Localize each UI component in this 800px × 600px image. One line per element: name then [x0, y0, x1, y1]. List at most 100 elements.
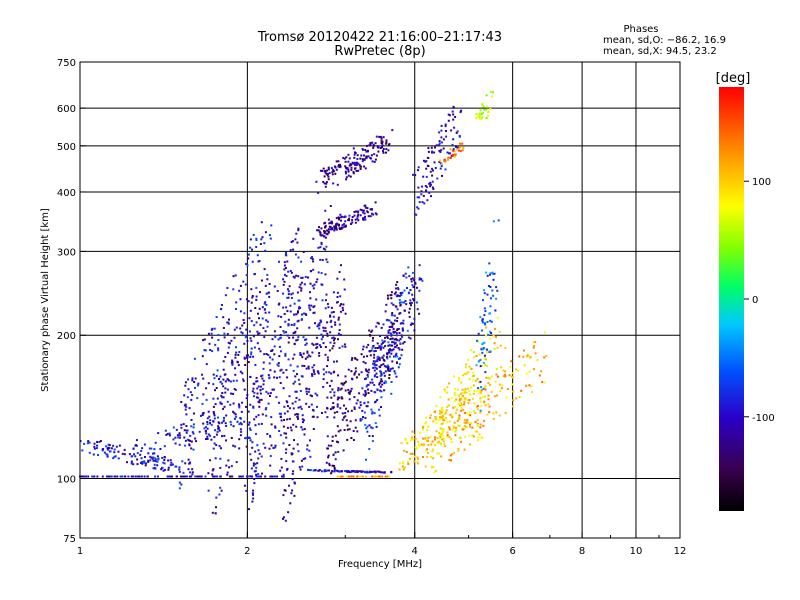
scatter-point	[339, 388, 342, 391]
scatter-point	[440, 455, 443, 458]
scatter-point	[324, 230, 327, 233]
scatter-point	[169, 459, 172, 462]
scatter-point	[296, 291, 299, 294]
scatter-point	[469, 411, 472, 414]
scatter-point	[278, 355, 281, 358]
scatter-point	[481, 111, 484, 114]
scatter-point	[367, 215, 370, 218]
scatter-point	[347, 410, 350, 413]
scatter-point	[130, 475, 133, 478]
scatter-point	[370, 330, 373, 333]
scatter-point	[206, 438, 209, 440]
scatter-point	[277, 315, 280, 318]
scatter-point	[448, 382, 451, 385]
scatter-point	[330, 372, 333, 375]
scatter-point	[356, 430, 359, 433]
scatter-point	[453, 392, 456, 395]
scatter-point	[248, 421, 251, 424]
scatter-point	[320, 234, 323, 237]
scatter-point	[292, 369, 295, 372]
scatter-point	[156, 455, 159, 458]
scatter-point	[327, 359, 329, 362]
scatter-point	[233, 328, 236, 331]
scatter-point	[371, 212, 373, 215]
scatter-point	[332, 315, 335, 318]
scatter-point	[452, 105, 455, 108]
scatter-point	[364, 394, 367, 397]
scatter-point	[247, 300, 250, 303]
scatter-point	[291, 460, 294, 463]
scatter-point	[390, 294, 393, 297]
scatter-point	[473, 402, 476, 405]
scatter-point	[452, 149, 455, 152]
scatter-point	[213, 414, 216, 417]
scatter-point	[307, 276, 309, 279]
scatter-point	[403, 466, 406, 469]
scatter-point	[338, 329, 341, 332]
scatter-point	[364, 167, 367, 170]
scatter-point	[445, 417, 447, 419]
scatter-point	[286, 310, 289, 313]
y-axis-label: Stationary phase Virtual Height [km]	[40, 208, 51, 392]
scatter-point	[369, 208, 372, 211]
scatter-point	[478, 353, 481, 356]
scatter-point	[376, 347, 379, 349]
scatter-point	[417, 169, 419, 172]
scatter-point	[431, 174, 434, 177]
scatter-point	[396, 328, 399, 331]
scatter-point	[432, 420, 435, 423]
scatter-point	[380, 396, 383, 399]
scatter-point	[324, 185, 327, 188]
scatter-point	[369, 350, 371, 353]
scatter-point	[483, 307, 486, 310]
scatter-point	[307, 468, 309, 471]
scatter-point	[249, 309, 252, 312]
scatter-point	[371, 412, 374, 415]
scatter-point	[332, 169, 335, 171]
scatter-point	[364, 149, 367, 151]
scatter-point	[226, 378, 229, 381]
scatter-point	[274, 426, 277, 429]
scatter-point	[255, 321, 258, 324]
scatter-point	[463, 448, 466, 451]
scatter-point	[328, 464, 331, 467]
scatter-point	[132, 463, 135, 466]
scatter-point	[340, 396, 343, 399]
scatter-point	[425, 416, 427, 419]
scatter-point	[219, 486, 222, 489]
scatter-point	[325, 182, 328, 185]
scatter-point	[318, 230, 321, 233]
scatter-point	[241, 324, 244, 327]
scatter-point	[483, 341, 486, 344]
scatter-point	[534, 341, 537, 343]
scatter-point	[247, 257, 250, 260]
scatter-point	[327, 231, 330, 234]
scatter-point	[380, 406, 382, 408]
scatter-point	[324, 170, 327, 172]
scatter-point	[282, 494, 285, 497]
scatter-point	[156, 475, 159, 478]
scatter-point	[399, 357, 402, 360]
scatter-point	[220, 489, 223, 492]
scatter-point	[452, 406, 455, 409]
scatter-point	[374, 400, 377, 403]
scatter-point	[494, 380, 497, 383]
scatter-point	[381, 339, 384, 342]
scatter-point	[236, 361, 239, 364]
scatter-point	[460, 392, 463, 395]
scatter-point	[194, 386, 196, 389]
scatter-point	[410, 436, 413, 439]
scatter-point	[432, 188, 435, 190]
scatter-point	[312, 237, 315, 240]
scatter-point	[302, 352, 305, 355]
scatter-point	[411, 284, 414, 287]
scatter-point	[257, 475, 260, 478]
scatter-point	[250, 347, 253, 350]
scatter-point	[273, 376, 276, 379]
scatter-point	[245, 274, 248, 277]
scatter-point	[413, 329, 416, 332]
scatter-point	[175, 428, 178, 431]
scatter-point	[305, 402, 308, 405]
scatter-point	[301, 465, 304, 468]
scatter-point	[105, 445, 108, 448]
